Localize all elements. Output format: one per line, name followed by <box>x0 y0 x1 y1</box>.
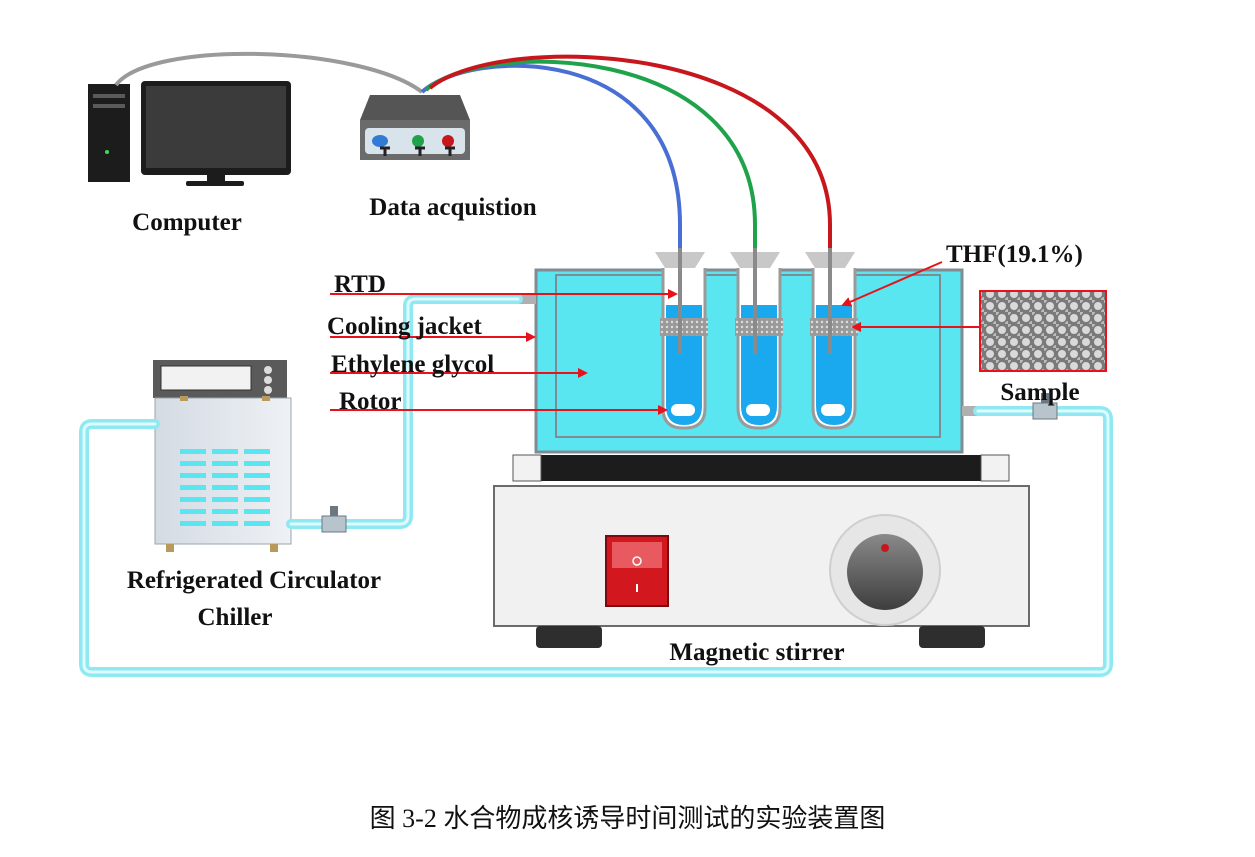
chiller-top-stud <box>262 396 270 401</box>
hose-valve-icon <box>1032 393 1058 420</box>
label-ethylene-glycol: Ethylene glycol <box>331 351 494 378</box>
pc-tower-slot <box>93 104 125 108</box>
tube-sample <box>810 318 858 336</box>
bath-inlet-nozzle <box>518 294 536 304</box>
label-chiller-line2: Chiller <box>198 604 273 631</box>
magnetic-stirrer-icon <box>493 454 1030 648</box>
tube-rotor <box>821 404 845 416</box>
chiller-button <box>264 366 272 374</box>
label-computer: Computer <box>132 209 242 236</box>
chiller-foot <box>270 544 278 552</box>
logger-top <box>360 95 470 120</box>
bath-outlet-nozzle <box>962 406 978 416</box>
chiller-vents <box>180 449 270 526</box>
label-thf: THF(19.1%) <box>946 241 1083 268</box>
stirrer-speed-knob <box>847 534 923 610</box>
tube-sample <box>660 318 708 336</box>
tube-probe <box>678 248 682 354</box>
test-tube-1 <box>655 248 708 430</box>
stirrer-foot-left <box>536 626 602 648</box>
tube-rotor <box>746 404 770 416</box>
switch-mark-i <box>636 584 638 592</box>
test-tube-2 <box>730 248 783 430</box>
logger-port-red <box>442 135 454 147</box>
computer-data-cable <box>114 51 424 94</box>
cable-red <box>428 54 832 248</box>
desktop-computer-icon <box>88 81 291 186</box>
label-sample: Sample <box>1000 379 1079 406</box>
monitor-base <box>186 181 244 186</box>
label-rotor: Rotor <box>339 388 401 415</box>
data-logger-icon <box>360 95 470 160</box>
logger-pins <box>380 146 455 156</box>
figure-caption: 图 3-2 水合物成核诱导时间测试的实验装置图 <box>369 804 886 833</box>
stirrer-top-edge-left <box>512 454 542 482</box>
annotation-arrows <box>330 261 980 415</box>
label-data-acquisition: Data acquistion <box>369 194 536 221</box>
test-tube-3 <box>805 248 858 430</box>
arrow-thf <box>841 261 943 307</box>
tube-rotor <box>671 404 695 416</box>
logger-port-blue <box>372 135 388 147</box>
chiller-body <box>154 397 292 545</box>
chiller-top-stud <box>180 396 188 401</box>
chiller-display <box>160 365 252 391</box>
hose-valve-icon <box>321 506 347 533</box>
tube-probe <box>828 248 832 354</box>
chiller-button <box>264 376 272 384</box>
chiller-button <box>264 386 272 394</box>
pc-tower <box>88 84 130 182</box>
knob-indicator <box>881 544 889 552</box>
switch-mark-o <box>632 556 642 566</box>
switch-highlight <box>612 542 662 568</box>
pc-power-led <box>105 150 109 154</box>
tube-probe <box>753 248 757 354</box>
stirrer-body <box>493 485 1030 627</box>
monitor-screen <box>146 86 286 168</box>
pc-tower-slot <box>93 94 125 98</box>
label-chiller-line1: Refrigerated Circulator <box>127 567 381 594</box>
label-rtd: RTD <box>334 271 386 298</box>
hose-return-core <box>82 409 1110 674</box>
stirrer-top-plate <box>513 455 1009 481</box>
refrigerated-chiller-icon <box>153 360 292 552</box>
chiller-foot <box>166 544 174 552</box>
label-magnetic-stirrer: Magnetic stirrer <box>669 639 844 666</box>
monitor-neck <box>207 175 225 183</box>
porous-sample-micrograph-icon <box>979 290 1107 372</box>
stirrer-top-edge-right <box>980 454 1010 482</box>
label-cooling-jacket: Cooling jacket <box>327 313 483 340</box>
tube-sample <box>735 318 783 336</box>
logger-port-green <box>412 135 424 147</box>
stirrer-foot-right <box>919 626 985 648</box>
